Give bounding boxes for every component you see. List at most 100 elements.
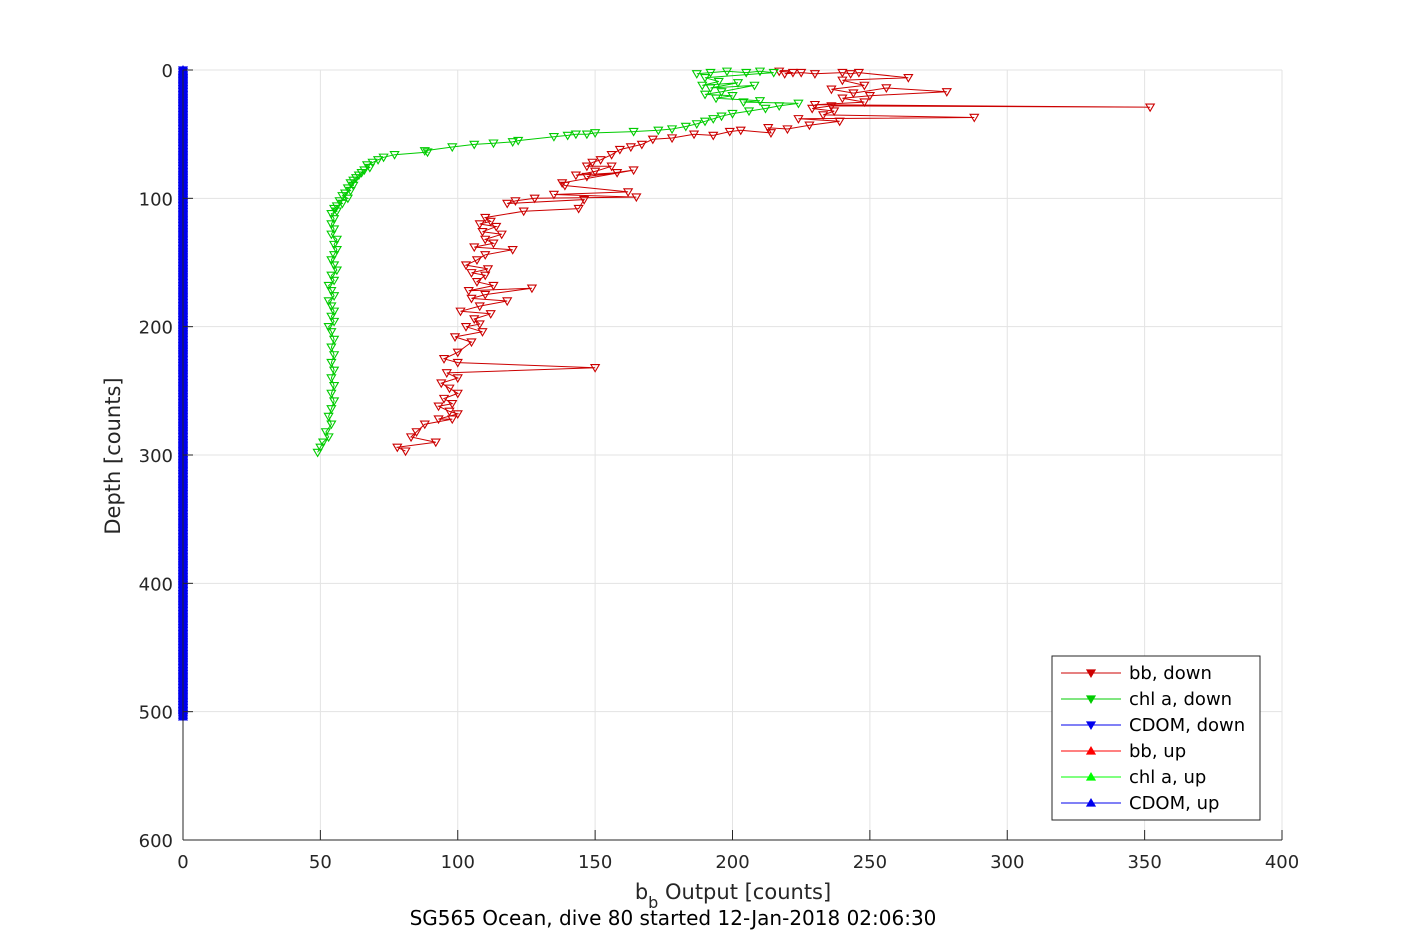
data-point bbox=[782, 125, 793, 135]
data-point bbox=[328, 351, 340, 360]
legend-item: chl a, up bbox=[1061, 767, 1206, 788]
data-point bbox=[326, 302, 337, 312]
data-point bbox=[691, 120, 702, 129]
data-point bbox=[828, 107, 840, 117]
data-point bbox=[480, 235, 491, 245]
data-point bbox=[738, 98, 749, 108]
data-point bbox=[452, 410, 463, 420]
data-point bbox=[625, 143, 637, 153]
data-point bbox=[474, 220, 485, 230]
data-point bbox=[529, 194, 540, 204]
data-point bbox=[334, 197, 345, 206]
data-point bbox=[826, 85, 837, 95]
y-tick-label: 400 bbox=[139, 574, 173, 595]
data-point bbox=[441, 369, 452, 378]
data-point bbox=[647, 135, 658, 145]
data-point bbox=[328, 276, 340, 286]
data-point bbox=[705, 84, 716, 94]
data-point bbox=[405, 433, 417, 443]
data-point bbox=[548, 133, 560, 142]
data-point bbox=[845, 70, 856, 79]
y-tick-label: 300 bbox=[139, 446, 173, 467]
data-point bbox=[727, 91, 738, 101]
legend-label: chl a, up bbox=[1129, 767, 1206, 788]
data-point bbox=[859, 81, 870, 91]
data-point bbox=[328, 307, 340, 317]
x-tick-label: 300 bbox=[990, 852, 1024, 873]
data-point bbox=[716, 88, 727, 97]
x-axis-label-base: b bbox=[635, 880, 648, 904]
data-point bbox=[447, 415, 458, 425]
data-point bbox=[837, 76, 848, 86]
data-point bbox=[331, 235, 343, 245]
data-point bbox=[328, 251, 340, 260]
data-point bbox=[793, 115, 804, 124]
x-axis-label-rest: Output [counts] bbox=[658, 880, 831, 904]
series-line bbox=[395, 70, 1151, 452]
data-point bbox=[326, 328, 337, 337]
data-point bbox=[328, 366, 340, 376]
data-point bbox=[411, 428, 422, 437]
data-point bbox=[430, 438, 441, 448]
data-point bbox=[469, 243, 480, 253]
data-point bbox=[573, 204, 584, 214]
data-point bbox=[680, 122, 691, 132]
data-point bbox=[705, 68, 716, 78]
x-tick-label: 150 bbox=[578, 852, 612, 873]
data-point bbox=[312, 448, 323, 458]
legend-item: CDOM, up bbox=[1061, 793, 1219, 814]
data-point bbox=[326, 420, 337, 430]
data-point bbox=[323, 433, 334, 443]
data-point bbox=[438, 355, 450, 364]
data-point bbox=[342, 184, 354, 194]
data-point bbox=[480, 290, 491, 300]
data-point bbox=[460, 261, 472, 271]
data-point bbox=[328, 335, 340, 345]
data-point bbox=[691, 70, 702, 79]
data-point bbox=[848, 89, 859, 99]
data-point bbox=[342, 194, 354, 204]
data-point bbox=[628, 127, 639, 137]
data-point bbox=[422, 148, 433, 158]
data-point bbox=[328, 397, 340, 407]
legend-marker bbox=[1085, 695, 1097, 704]
x-tick-label: 400 bbox=[1265, 852, 1299, 873]
data-point bbox=[480, 271, 491, 281]
data-point bbox=[837, 68, 848, 78]
data-point bbox=[315, 443, 326, 453]
data-point bbox=[466, 269, 477, 278]
data-point bbox=[614, 145, 626, 155]
data-point bbox=[708, 115, 719, 124]
data-point bbox=[460, 322, 472, 332]
data-point bbox=[436, 379, 447, 389]
data-point bbox=[754, 97, 766, 106]
data-point bbox=[518, 207, 529, 217]
data-point bbox=[787, 68, 799, 78]
data-point bbox=[611, 168, 623, 178]
data-point bbox=[807, 104, 818, 114]
data-point bbox=[419, 420, 430, 430]
data-point bbox=[326, 271, 337, 281]
data-point bbox=[666, 134, 678, 144]
legend-item: CDOM, down bbox=[1061, 715, 1245, 736]
data-point bbox=[469, 140, 480, 150]
data-point bbox=[463, 287, 474, 296]
data-point bbox=[779, 70, 790, 79]
data-point bbox=[328, 261, 340, 271]
data-point bbox=[864, 91, 876, 101]
data-point bbox=[474, 320, 485, 330]
data-point bbox=[727, 109, 738, 119]
data-point bbox=[859, 98, 870, 108]
x-tick-label: 350 bbox=[1127, 852, 1161, 873]
data-point bbox=[699, 74, 711, 83]
data-point bbox=[502, 297, 513, 307]
data-point bbox=[589, 364, 601, 373]
data-point bbox=[631, 193, 642, 203]
data-point bbox=[328, 317, 340, 327]
data-point bbox=[606, 151, 617, 160]
data-point bbox=[1144, 103, 1156, 113]
data-point bbox=[328, 215, 340, 224]
x-tick-label: 0 bbox=[177, 852, 188, 873]
series-chl-a-down bbox=[312, 67, 804, 458]
